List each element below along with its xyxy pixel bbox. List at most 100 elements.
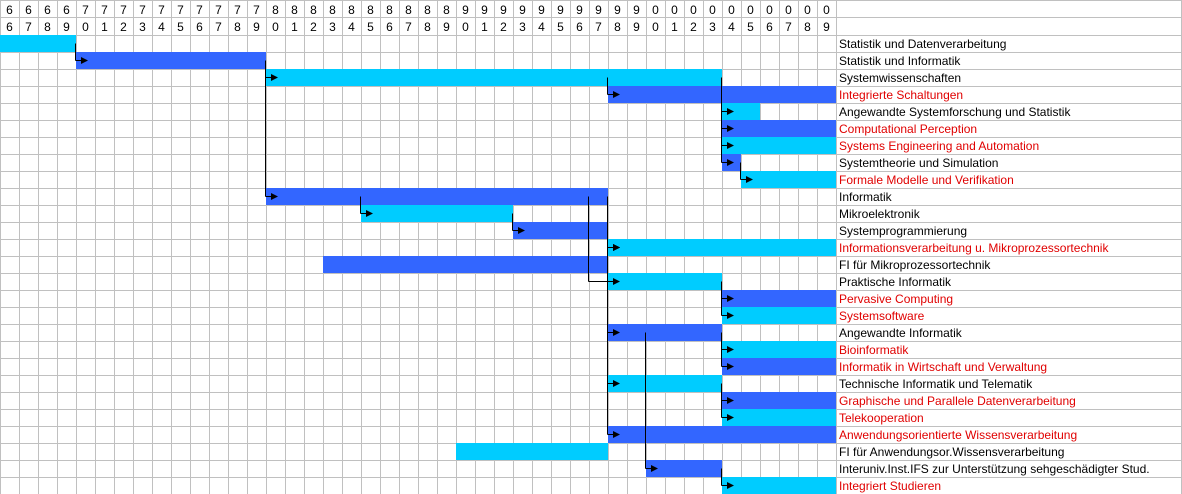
year-units-label: 5 — [557, 20, 564, 34]
year-units-label: 5 — [177, 20, 184, 34]
row-label: Anwendungsorientierte Wissensverarbeitun… — [839, 428, 1077, 442]
bar — [513, 222, 608, 239]
bar — [722, 103, 760, 120]
bar — [722, 477, 836, 494]
year-tens-label: 6 — [25, 3, 32, 17]
bar — [722, 120, 836, 137]
year-units-label: 8 — [44, 20, 51, 34]
bar — [361, 205, 513, 222]
row-label: Statistik und Informatik — [839, 54, 961, 68]
year-units-label: 7 — [405, 20, 412, 34]
year-units-label: 1 — [101, 20, 108, 34]
year-tens-label: 8 — [310, 3, 317, 17]
bar — [608, 375, 722, 392]
year-units-label: 8 — [424, 20, 431, 34]
year-units-label: 7 — [595, 20, 602, 34]
year-units-label: 8 — [614, 20, 621, 34]
year-tens-label: 9 — [595, 3, 602, 17]
year-units-label: 3 — [329, 20, 336, 34]
row-label: Informationsverarbeitung u. Mikroprozess… — [839, 241, 1109, 255]
year-tens-label: 7 — [158, 3, 165, 17]
bar — [0, 35, 76, 52]
bar — [722, 290, 836, 307]
row-labels: Statistik und Datenverarbeitung Statistik… — [839, 37, 1150, 493]
bar — [266, 69, 722, 86]
year-units-label: 1 — [481, 20, 488, 34]
year-tens-label: 8 — [291, 3, 298, 17]
bar — [741, 171, 836, 188]
arrow-head-icon — [746, 176, 753, 183]
bars — [0, 35, 836, 494]
row-label: Systemtheorie und Simulation — [839, 156, 998, 170]
bar — [608, 239, 836, 256]
year-tens-label: 7 — [101, 3, 108, 17]
year-tens-label: 7 — [177, 3, 184, 17]
arrow-head-icon — [366, 210, 373, 217]
year-tens-label: 7 — [120, 3, 127, 17]
arrow-head-icon — [727, 142, 734, 149]
arrow-head-icon — [727, 346, 734, 353]
arrow-head-icon — [727, 312, 734, 319]
row-label: Formale Modelle und Verifikation — [839, 173, 1014, 187]
year-units-label: 0 — [652, 20, 659, 34]
row-label: Bioinformatik — [839, 343, 909, 357]
year-tens-label: 0 — [652, 3, 659, 17]
row-label: Computational Perception — [839, 122, 977, 136]
year-units-label: 8 — [234, 20, 241, 34]
year-tens-label: 0 — [671, 3, 678, 17]
arrow-head-icon — [81, 57, 88, 64]
year-tens-label: 8 — [405, 3, 412, 17]
year-units-label: 5 — [367, 20, 374, 34]
year-units-label: 6 — [6, 20, 13, 34]
year-units-label: 4 — [728, 20, 735, 34]
year-units-label: 2 — [310, 20, 317, 34]
arrow-head-icon — [613, 431, 620, 438]
year-tens-label: 0 — [823, 3, 830, 17]
year-tens-label: 6 — [44, 3, 51, 17]
bar — [608, 426, 836, 443]
year-tens-label: 0 — [785, 3, 792, 17]
year-tens-label: 7 — [234, 3, 241, 17]
year-units-label: 9 — [63, 20, 70, 34]
year-units-label: 4 — [348, 20, 355, 34]
bar — [646, 460, 722, 477]
year-tens-label: 0 — [804, 3, 811, 17]
row-label: Telekooperation — [839, 411, 924, 425]
year-tens-label: 9 — [614, 3, 621, 17]
year-units-label: 2 — [500, 20, 507, 34]
bar — [608, 273, 722, 290]
row-label: FI für Mikroprozessortechnik — [839, 258, 991, 272]
bar — [456, 443, 608, 460]
row-label: Technische Informatik und Telematik — [839, 377, 1033, 391]
year-units-label: 9 — [823, 20, 830, 34]
year-tens-label: 0 — [766, 3, 773, 17]
year-tens-label: 0 — [747, 3, 754, 17]
row-label: Systems Engineering and Automation — [839, 139, 1039, 153]
arrow-head-icon — [727, 397, 734, 404]
year-units-label: 9 — [633, 20, 640, 34]
year-tens-label: 8 — [443, 3, 450, 17]
arrow-head-icon — [727, 125, 734, 132]
year-tens-label: 0 — [709, 3, 716, 17]
row-label: Statistik und Datenverarbeitung — [839, 37, 1006, 51]
row-label: Angewandte Systemforschung und Statistik — [839, 105, 1071, 119]
year-tens-label: 7 — [253, 3, 260, 17]
bar — [722, 137, 836, 154]
year-tens-label: 6 — [63, 3, 70, 17]
arrow-head-icon — [651, 465, 658, 472]
row-label: Graphische und Parallele Datenverarbeitu… — [839, 394, 1076, 408]
arrow-head-icon — [727, 295, 734, 302]
year-units-label: 3 — [519, 20, 526, 34]
year-units-label: 7 — [785, 20, 792, 34]
row-label: Mikroelektronik — [839, 207, 921, 221]
row-label: Systemwissenschaften — [839, 71, 961, 85]
year-units-label: 1 — [671, 20, 678, 34]
year-units-label: 3 — [709, 20, 716, 34]
year-tens-label: 7 — [196, 3, 203, 17]
year-units-label: 6 — [196, 20, 203, 34]
bar — [323, 256, 608, 273]
year-tens-label: 0 — [690, 3, 697, 17]
bar — [722, 409, 836, 426]
year-tens-label: 9 — [557, 3, 564, 17]
